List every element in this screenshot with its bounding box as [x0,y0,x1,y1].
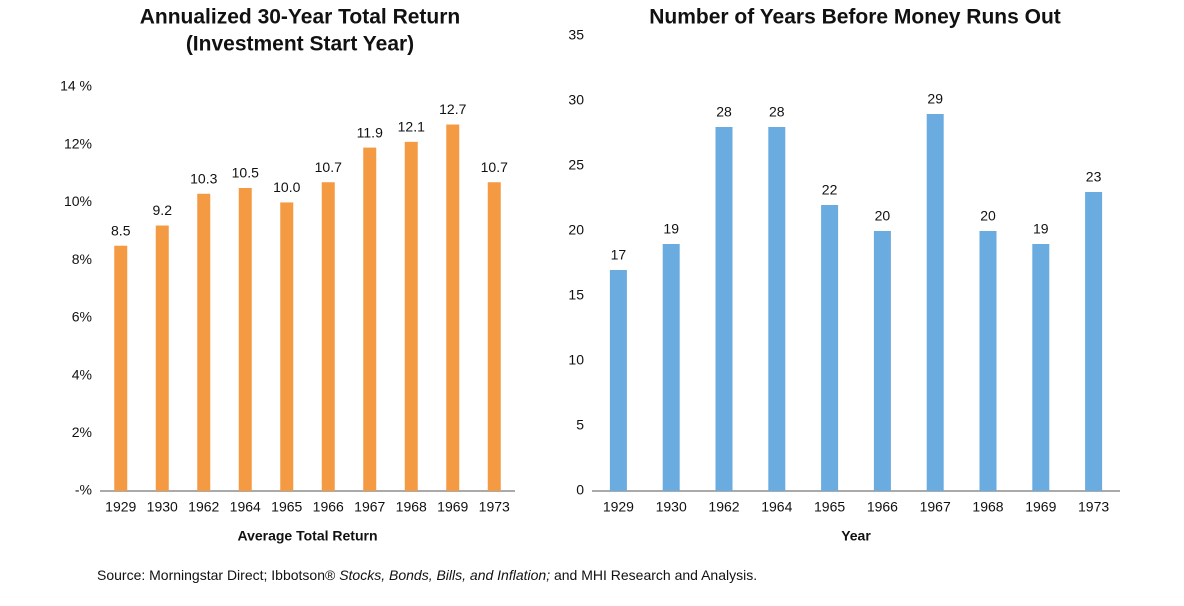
data-label: 10.0 [273,179,300,195]
bar [662,244,680,491]
bar [609,270,627,491]
x-tick-label: 1964 [761,499,792,515]
y-tick-label: 35 [568,27,584,43]
x-tick-label: 1967 [920,499,951,515]
bar [768,127,786,491]
y-tick-label: 12% [64,135,92,151]
y-tick-label: 0 [576,482,584,498]
bar [1032,244,1050,491]
source-note: Source: Morningstar Direct; Ibbotson® St… [97,567,757,583]
data-label: 10.5 [232,165,259,181]
source-text: Stocks, Bonds, Bills, and Inflation; [339,567,551,583]
x-tick-label: 1962 [708,499,739,515]
y-tick-label: 20 [568,222,584,238]
data-label: 10.7 [315,159,342,175]
bar [446,124,460,491]
y-tick-label: 30 [568,92,584,108]
bar [926,114,944,491]
y-tick-label: 14 % [60,78,92,94]
x-tick-label: 1929 [105,499,136,515]
bar [321,182,335,491]
data-label: 11.9 [357,124,383,140]
bar [363,147,377,491]
bar [404,141,418,492]
x-tick-label: 1973 [479,499,510,515]
chart-title: (Investment Start Year) [186,33,414,56]
chart-title: Number of Years Before Money Runs Out [649,6,1061,29]
data-label: 10.3 [190,170,217,186]
x-tick-label: 1968 [972,499,1003,515]
bar [715,127,733,491]
bar [1085,192,1103,491]
y-tick-label: 8% [72,251,92,267]
data-label: 28 [769,104,785,120]
y-tick-label: 6% [72,309,92,325]
y-tick-label: 2% [72,424,92,440]
data-label: 28 [716,104,732,120]
data-label: 20 [980,208,996,224]
page: Annualized 30-Year Total Return (Investme… [60,5,1120,583]
data-label: 10.7 [481,159,508,175]
x-axis-label: Year [841,528,871,544]
y-tick-label: 4% [72,366,92,382]
data-label: 9.2 [153,202,173,218]
y-tick-label: 10% [64,193,92,209]
bar [238,188,252,491]
data-label: 19 [1033,221,1049,237]
y-tick-label: 15 [568,287,584,303]
bar [979,231,997,491]
source-text: Source: Morningstar Direct; Ibbotson® [97,567,340,583]
data-label: 8.5 [111,222,131,238]
bar [155,225,169,491]
data-label: 23 [1086,169,1102,185]
x-tick-label: 1962 [188,499,219,515]
x-tick-label: 1965 [814,499,845,515]
x-tick-label: 1966 [867,499,898,515]
data-label: 22 [822,182,838,198]
data-label: 19 [663,221,679,237]
x-tick-label: 1969 [1025,499,1056,515]
data-label: 20 [875,208,891,224]
x-axis-label: Average Total Return [237,528,377,544]
chart: Annualized 30-Year Total Return (Investme… [60,6,1120,544]
data-label: 12.1 [398,119,425,135]
bar [487,182,501,491]
data-label: 17 [611,247,627,263]
x-tick-label: 1964 [230,499,261,515]
x-tick-label: 1929 [603,499,634,515]
bar [197,193,211,491]
bar [280,202,294,491]
x-tick-label: 1930 [147,499,178,515]
y-tick-label: 25 [568,157,584,173]
x-tick-label: 1968 [396,499,427,515]
bar [873,231,891,491]
x-tick-label: 1969 [437,499,468,515]
data-label: 12.7 [439,101,466,117]
x-tick-label: 1973 [1078,499,1109,515]
x-tick-label: 1966 [313,499,344,515]
x-tick-label: 1967 [354,499,385,515]
y-tick-label: 5 [576,417,584,433]
x-tick-label: 1930 [656,499,687,515]
data-label: 29 [927,91,943,107]
bar [821,205,839,491]
y-tick-label: 10 [568,352,584,368]
bar [114,245,128,491]
y-tick-label: -% [75,482,92,498]
x-tick-label: 1965 [271,499,302,515]
chart-title: Annualized 30-Year Total Return [140,6,461,29]
source-text: and MHI Research and Analysis. [550,567,758,583]
